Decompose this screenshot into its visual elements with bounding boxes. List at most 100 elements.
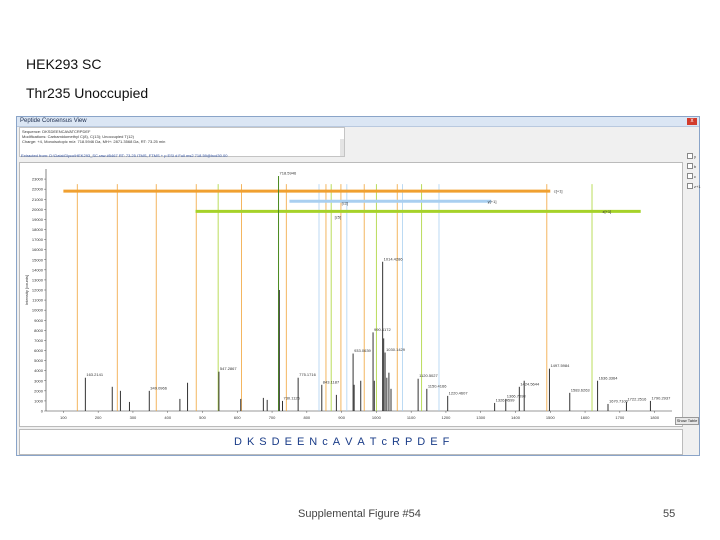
checkbox-icon[interactable] [687, 173, 693, 179]
sequence-residue: T [369, 436, 378, 448]
ion-series-label: c[+1] [554, 189, 563, 194]
y-tick-label: 10000 [32, 308, 44, 313]
series-annotation: [z5] [335, 214, 341, 219]
y-tick-label: 11000 [32, 298, 44, 303]
y-tick-label: 17000 [32, 237, 44, 242]
peak-label: 1722.2516 [627, 396, 647, 401]
y-tick-label: 13000 [32, 277, 44, 282]
y-tick-label: 1000 [34, 398, 44, 403]
page-number: 55 [663, 508, 676, 520]
x-tick-label: 300 [130, 415, 137, 420]
sequence-residue: E [284, 436, 293, 448]
window-title: Peptide Consensus View [20, 118, 87, 124]
peptide-consensus-window: Peptide Consensus View x Sequence: DKSDE… [16, 116, 701, 456]
x-tick-label: 600 [234, 415, 241, 420]
peak-label: 547.2867 [220, 366, 237, 371]
peak-label: 1120.5027 [419, 373, 438, 378]
info-line-modifications: Modifications: Carbamidomethyl C(8), C(1… [22, 134, 134, 139]
sequence-residue: c [381, 436, 388, 448]
y-tick-label: 20000 [32, 207, 44, 212]
y-tick-label: 12000 [32, 288, 44, 293]
info-line-sequence: Sequence: DKSDEENCAVATCRPDEF [22, 129, 91, 134]
legend-item-c[interactable]: c [687, 173, 696, 179]
peak-label: 1366.7098 [507, 393, 527, 398]
y-tick-label: 15000 [32, 257, 44, 262]
peak-label: 349.0966 [150, 385, 167, 390]
peak-label: 163.2141 [86, 372, 103, 377]
x-tick-label: 1800 [650, 415, 660, 420]
peak-label: 1220.4607 [449, 390, 469, 395]
figure-caption: Supplemental Figure #54 [298, 508, 421, 520]
x-tick-label: 1700 [615, 415, 625, 420]
peak-label: 1670.7100 [609, 398, 629, 403]
peak-label: 1790.2937 [651, 395, 671, 400]
legend-item-z[interactable]: z+1 [687, 183, 701, 189]
peak-label: 1150.4166 [428, 383, 447, 388]
spectrum-panel: 0 1000 2000 3000 4000 5000 6000 7000 8000 9000 100… [19, 162, 683, 427]
x-tick-label: 1100 [407, 415, 416, 420]
y-tick-label: 22000 [32, 187, 44, 192]
sequence-residue: N [309, 436, 319, 448]
info-scrollbar[interactable] [340, 139, 344, 156]
peak-label: 933.0639 [354, 348, 371, 353]
legend-item-y[interactable]: y [687, 153, 696, 159]
show-table-button[interactable]: Show Table [675, 417, 699, 425]
legend-item-b[interactable]: b [687, 163, 696, 169]
y-axis-label: Intensity [counts] [24, 275, 29, 305]
x-tick-label: 1000 [372, 415, 382, 420]
x-tick-label: 1600 [581, 415, 591, 420]
peak-label: 1497.5984 [550, 363, 570, 368]
sequence-residue: P [404, 436, 414, 448]
sequence-residue: D [417, 436, 427, 448]
y-tick-label: 23000 [32, 177, 44, 182]
sequence-residue: A [332, 436, 342, 448]
peak-label: 718.5946 [280, 171, 297, 176]
peptide-info-box: Sequence: DKSDEENCAVATCRPDEF Modificatio… [19, 127, 345, 157]
ion-series-label: z[+1] [602, 209, 611, 214]
sequence-residue: A [357, 436, 366, 448]
peak-label: 1014.4286 [384, 256, 404, 261]
x-tick-label: 400 [164, 415, 171, 420]
ion-legend: y b c z+1 [685, 153, 701, 423]
y-tick-label: 6000 [34, 348, 44, 353]
ion-series-label: y[+1] [488, 199, 497, 204]
peak-label: 843.1187 [323, 379, 340, 384]
y-tick-label: 2000 [34, 388, 44, 393]
y-tick-label: 3000 [34, 378, 44, 383]
sequence-residue: V [345, 436, 354, 448]
sequence-residue: E [430, 436, 439, 448]
x-tick-label: 1400 [511, 415, 521, 420]
spectrum-chart: 0 1000 2000 3000 4000 5000 6000 7000 8000 9000 100… [24, 169, 672, 420]
peak-label: 730.1126 [283, 395, 300, 400]
x-tick-label: 500 [199, 415, 206, 420]
peak-label: 1583.6263 [571, 387, 591, 392]
checkbox-icon[interactable] [687, 153, 693, 159]
sequence-residue: S [259, 436, 268, 448]
sequence-residue: R [392, 436, 401, 448]
sequence-residue: D [271, 436, 281, 448]
sequence-residue: c [322, 436, 329, 448]
x-tick-label: 1500 [546, 415, 556, 420]
x-tick-label: 1200 [441, 415, 451, 420]
sequence-residue: E [296, 436, 306, 448]
x-tick-label: 100 [60, 415, 67, 420]
x-tick-label: 800 [303, 415, 310, 420]
y-tick-label: 16000 [32, 247, 44, 252]
x-tick-label: 700 [269, 415, 276, 420]
peak-label: 1636.3364 [599, 375, 619, 380]
y-tick-label: 7000 [34, 338, 44, 343]
slide-title-site: Thr235 Unoccupied [26, 85, 149, 101]
peak-label: 1030.1429 [386, 347, 406, 352]
close-icon[interactable]: x [687, 118, 697, 125]
checkbox-icon[interactable] [687, 163, 693, 169]
checkbox-icon[interactable] [687, 183, 693, 189]
y-tick-label: 21000 [32, 197, 44, 202]
y-tick-label: 9000 [34, 318, 44, 323]
y-tick-label: 19000 [32, 217, 44, 222]
x-tick-label: 200 [95, 415, 102, 420]
x-tick-label: 900 [338, 415, 345, 420]
peak-label: 1424.5644 [520, 381, 540, 386]
y-tick-label: 4000 [34, 368, 44, 373]
